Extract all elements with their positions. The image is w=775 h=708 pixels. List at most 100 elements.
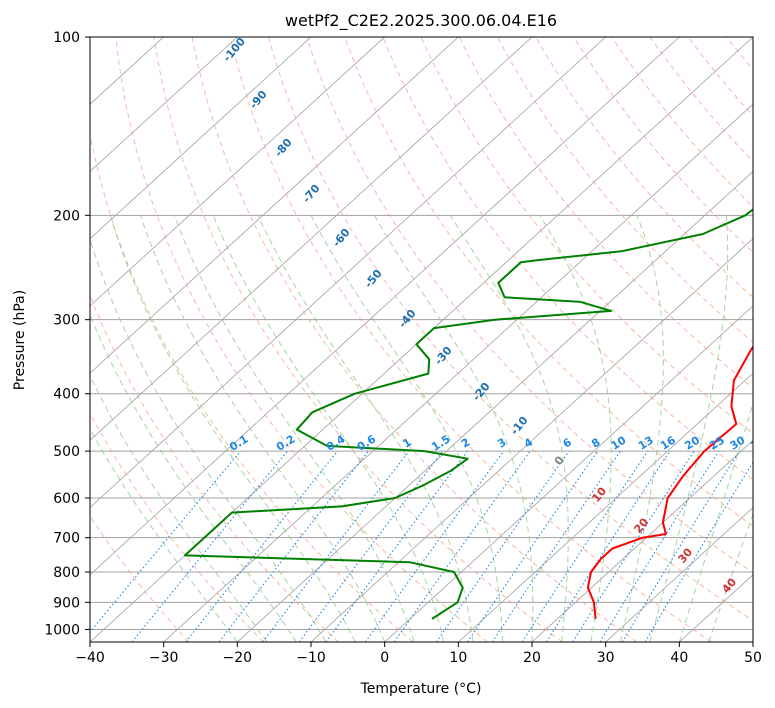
- dewpoint-line: [183, 208, 753, 620]
- mixing-ratio-line: [545, 450, 671, 642]
- dry-adiabat-label: 10: [589, 484, 609, 504]
- moist-adiabat: [90, 313, 297, 642]
- mixing-ratio-line: [262, 450, 410, 642]
- x-tick-label: 0: [380, 650, 389, 666]
- background-lines: [90, 37, 775, 642]
- moist-adiabat: [449, 215, 569, 642]
- x-tick-label: −20: [223, 650, 253, 666]
- plot-area: 0.1 0.2 0.4 0.6 1 1.5 2 3 4 6 8 10 13 16 20 25 30 36-100-…: [90, 35, 775, 642]
- y-tick-label: 200: [53, 208, 80, 224]
- mixing-ratio-label: 13: [636, 434, 656, 453]
- isotherm: [384, 305, 753, 642]
- y-axis: 100 200 300 400 500 600 700 800 900 1000: [44, 30, 90, 638]
- dry-adiabat: [687, 37, 753, 117]
- isotherm: [458, 372, 753, 642]
- line-labels: 0.1 0.2 0.4 0.6 1 1.5 2 3 4 6 8 10 13 16 20 25 30 36-100-…: [220, 35, 768, 596]
- dry-adiabat: [382, 37, 753, 481]
- dry-adiabat: [765, 37, 775, 642]
- y-tick-label: 300: [53, 313, 80, 329]
- x-tick-label: −10: [296, 650, 326, 666]
- dry-adiabat: [191, 37, 638, 642]
- dry-adiabat: [649, 37, 753, 163]
- isotherm: [90, 37, 533, 441]
- mixing-ratio-line: [364, 450, 505, 642]
- dry-adiabat: [726, 37, 753, 71]
- isotherm: [752, 641, 753, 642]
- temperature-line: [586, 345, 753, 620]
- dry-adiabat: [611, 37, 753, 208]
- mixing-ratio-label: 4: [522, 435, 536, 450]
- x-axis: −40 −30 −20 −10 0 10 20 30 40 50: [75, 642, 762, 666]
- x-tick-label: 20: [523, 650, 541, 666]
- moist-adiabat: [109, 215, 356, 642]
- y-tick-label: 400: [53, 387, 80, 403]
- dry-adiabat: [268, 37, 753, 622]
- mixing-ratio-line: [467, 450, 599, 642]
- dry-adiabat: [90, 293, 339, 642]
- dry-adiabat-label: -80: [272, 136, 295, 160]
- mixing-ratio-label: 36: [748, 433, 768, 452]
- mixing-ratio-line: [621, 450, 740, 642]
- isotherm: [90, 37, 385, 307]
- series-lines: [183, 208, 753, 620]
- dry-adiabat: [90, 515, 190, 642]
- x-tick-label: −40: [75, 650, 105, 666]
- y-tick-label: 1000: [44, 622, 80, 638]
- mixing-ratio-label: 0.4: [324, 432, 348, 454]
- mixing-ratio-line: [491, 450, 621, 642]
- moist-adiabat: [212, 215, 445, 642]
- moist-adiabat: [539, 215, 612, 642]
- moist-adiabat: [708, 513, 753, 642]
- isotherm: [90, 37, 312, 240]
- plot-frame: [89, 36, 754, 643]
- mixing-ratio-line: [599, 450, 720, 642]
- dry-adiabat: [90, 131, 414, 642]
- dry-adiabat-label: -90: [247, 88, 270, 112]
- y-tick-label: 100: [53, 30, 80, 46]
- mixing-ratio-line: [185, 450, 339, 642]
- dry-adiabat-label: 40: [719, 575, 739, 595]
- x-tick-label: 50: [744, 650, 762, 666]
- isotherm: [605, 507, 753, 642]
- moist-adiabat: [619, 215, 664, 642]
- chart-title: wetPf2_C2E2.2025.300.06.04.E16: [285, 11, 557, 31]
- y-tick-label: 700: [53, 531, 80, 547]
- dry-adiabat-label: 0: [552, 453, 567, 467]
- dry-adiabat: [496, 37, 753, 344]
- dry-adiabat-label: -40: [396, 307, 419, 331]
- x-tick-label: −30: [149, 650, 179, 666]
- x-axis-title: Temperature (°C): [360, 681, 482, 697]
- mixing-ratio-line: [644, 461, 753, 642]
- y-axis-title: Pressure (hPa): [12, 290, 28, 390]
- mixing-ratio-label: 10: [609, 433, 629, 452]
- x-tick-label: 30: [597, 650, 615, 666]
- dry-adiabat-label: -50: [362, 267, 385, 291]
- dry-adiabat: [153, 37, 563, 642]
- mixing-ratio-line: [131, 450, 289, 642]
- isotherm: [163, 103, 753, 642]
- mixing-ratio-label: 25: [707, 434, 727, 453]
- y-tick-label: 800: [53, 565, 80, 581]
- mixing-ratio-label: 30: [728, 433, 748, 452]
- isotherm: [90, 37, 680, 576]
- mixing-ratio-line: [572, 450, 695, 642]
- moist-adiabat: [310, 215, 503, 642]
- dry-adiabat: [115, 37, 488, 642]
- dry-adiabat: [306, 37, 753, 574]
- y-tick-label: 500: [53, 444, 80, 460]
- mixing-ratio-line: [218, 450, 369, 642]
- isotherm: [90, 37, 238, 172]
- dry-adiabat-label: -70: [300, 182, 323, 206]
- dry-adiabat: [535, 37, 753, 298]
- x-tick-label: 10: [449, 650, 467, 666]
- mixing-ratio-line: [90, 450, 242, 633]
- isotherm: [90, 37, 606, 509]
- isotherm: [237, 170, 753, 642]
- mixing-ratio-line: [325, 450, 468, 642]
- dry-adiabat-label: -10: [508, 414, 531, 438]
- dry-adiabat: [573, 37, 753, 253]
- mixing-ratio-label: 20: [682, 433, 702, 452]
- dry-adiabat-label: -100: [220, 35, 248, 65]
- mixing-ratio-label: 0.6: [355, 432, 379, 454]
